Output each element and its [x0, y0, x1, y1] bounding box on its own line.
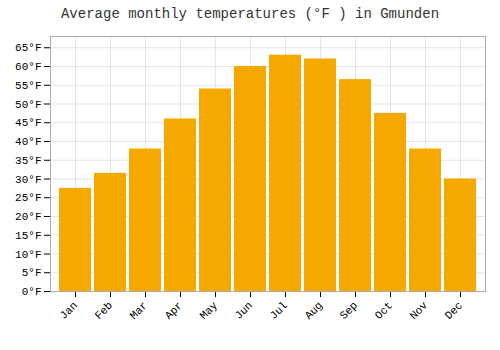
svg-text:45°F: 45°F	[15, 117, 41, 129]
svg-text:Feb: Feb	[93, 299, 115, 321]
svg-text:25°F: 25°F	[15, 192, 41, 204]
svg-text:May: May	[198, 299, 221, 322]
svg-text:Jan: Jan	[58, 299, 80, 321]
svg-text:55°F: 55°F	[15, 80, 41, 92]
svg-text:40°F: 40°F	[15, 136, 41, 148]
svg-text:5°F: 5°F	[22, 267, 42, 279]
svg-text:Apr: Apr	[163, 299, 185, 321]
svg-text:30°F: 30°F	[15, 174, 41, 186]
svg-text:Oct: Oct	[373, 299, 395, 321]
svg-text:35°F: 35°F	[15, 155, 41, 167]
svg-text:50°F: 50°F	[15, 99, 41, 111]
svg-text:Jul: Jul	[268, 299, 290, 321]
svg-text:Sep: Sep	[338, 299, 360, 321]
svg-text:Dec: Dec	[443, 299, 465, 321]
svg-text:65°F: 65°F	[15, 42, 41, 54]
svg-text:Mar: Mar	[128, 299, 150, 321]
svg-text:60°F: 60°F	[15, 61, 41, 73]
svg-text:Aug: Aug	[303, 299, 325, 321]
svg-text:Nov: Nov	[408, 299, 431, 322]
svg-text:10°F: 10°F	[15, 249, 41, 261]
svg-text:20°F: 20°F	[15, 211, 41, 223]
html-text:Average monthly temperatures (: Average monthly temperatures (°F ) in Gm…	[61, 6, 439, 22]
svg-text:0°F: 0°F	[22, 286, 42, 298]
svg-text:Jun: Jun	[233, 299, 255, 321]
svg-text:15°F: 15°F	[15, 230, 41, 242]
